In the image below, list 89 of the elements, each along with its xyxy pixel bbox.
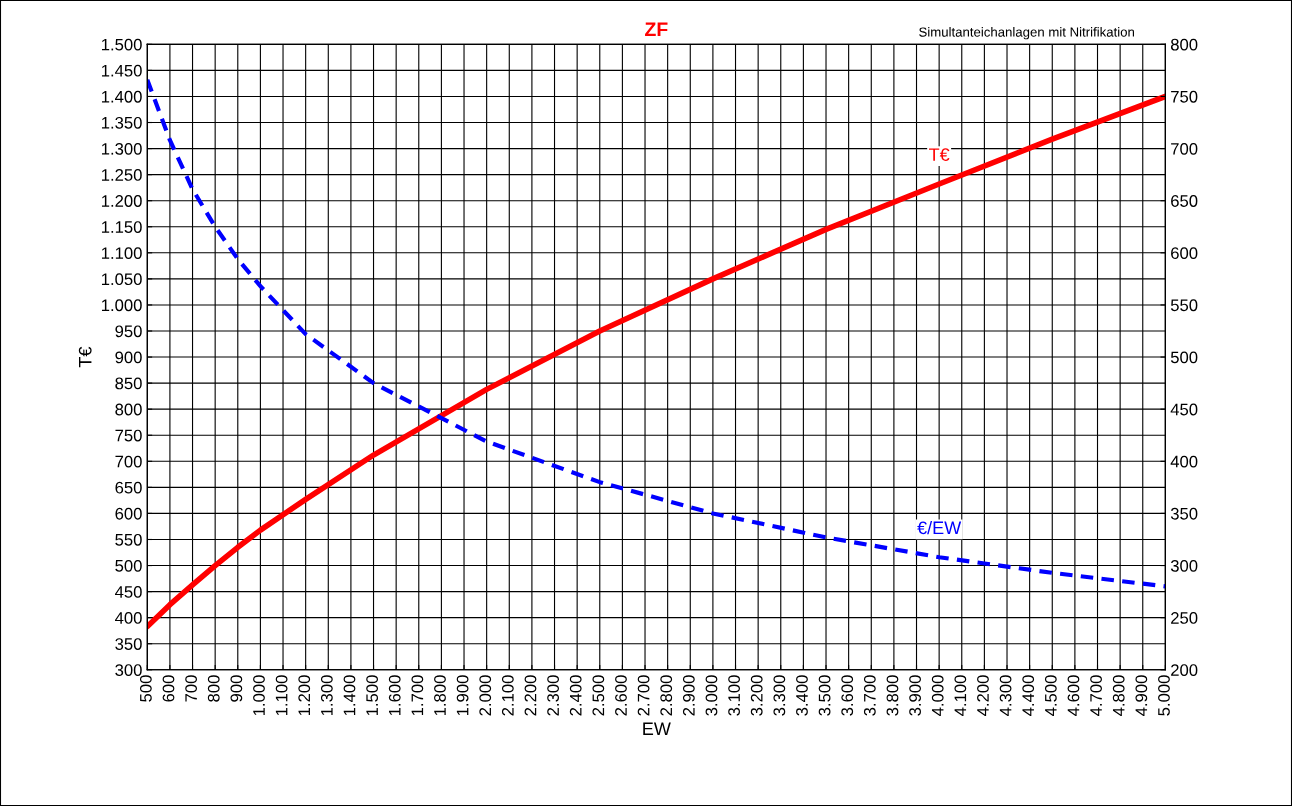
y2-tick-label: 650 bbox=[1171, 195, 1198, 207]
y2-tick-label: 750 bbox=[1171, 90, 1198, 103]
y2-tick-label: 800 bbox=[1170, 38, 1198, 51]
chart-title: ZF bbox=[645, 22, 668, 36]
x-tick-label: 1.800 bbox=[434, 675, 446, 716]
x-tick-label: 2.600 bbox=[615, 675, 627, 716]
y-tick-label: 350 bbox=[115, 638, 142, 650]
x-tick-label: 3.400 bbox=[796, 675, 808, 716]
x-tick-label: 1.400 bbox=[343, 675, 356, 716]
y2-tick-label: 700 bbox=[1171, 142, 1198, 155]
x-tick-label: 5.000 bbox=[1158, 675, 1170, 716]
y-tick-label: 850 bbox=[115, 377, 142, 390]
x-tick-label: 1.000 bbox=[253, 675, 265, 716]
x-tick-label: 2.800 bbox=[660, 675, 673, 716]
x-tick-label: 2.500 bbox=[592, 675, 605, 716]
x-tick-label: 1.900 bbox=[456, 675, 469, 716]
x-tick-label: 1.600 bbox=[388, 675, 401, 716]
y-tick-label: 550 bbox=[115, 533, 142, 546]
x-tick-label: 3.300 bbox=[773, 675, 786, 716]
y-tick-label: 1.100 bbox=[101, 247, 142, 260]
x-tick-label: 3.700 bbox=[863, 675, 876, 716]
y2-tick-label: 250 bbox=[1171, 612, 1198, 624]
x-axis-title: EW bbox=[643, 722, 671, 735]
x-tick-label: 4.000 bbox=[931, 675, 944, 716]
x-tick-label: 4.400 bbox=[1022, 675, 1035, 716]
x-tick-label: 4.200 bbox=[977, 675, 989, 716]
y2-tick-label: 450 bbox=[1170, 403, 1198, 416]
y-tick-label: 1.450 bbox=[101, 64, 142, 77]
x-tick-label: 4.900 bbox=[1135, 675, 1148, 716]
series-label: €/EW bbox=[917, 520, 962, 535]
x-tick-label: 2.400 bbox=[569, 675, 582, 716]
x-tick-label: 3.200 bbox=[750, 675, 763, 716]
y2-tick-label: 600 bbox=[1171, 247, 1198, 260]
y2-tick-label: 350 bbox=[1170, 507, 1198, 520]
y-tick-label: 700 bbox=[115, 455, 142, 468]
y-tick-label: 800 bbox=[115, 403, 142, 416]
x-tick-label: 2.000 bbox=[479, 675, 492, 716]
x-tick-label: 1.100 bbox=[275, 675, 288, 716]
x-tick-label: 3.800 bbox=[886, 675, 899, 716]
y-tick-label: 950 bbox=[115, 325, 142, 338]
y-tick-label: 1.050 bbox=[101, 273, 142, 286]
y-tick-label: 1.200 bbox=[101, 195, 142, 207]
x-tick-label: 2.900 bbox=[682, 675, 695, 716]
y-tick-label: 1.400 bbox=[101, 90, 142, 103]
x-tick-label: 4.700 bbox=[1090, 675, 1102, 716]
x-tick-label: 1.200 bbox=[298, 675, 311, 716]
x-tick-label: 3.900 bbox=[909, 675, 921, 716]
x-tick-label: 3.000 bbox=[705, 675, 718, 716]
x-tick-label: 2.700 bbox=[637, 675, 650, 716]
y-tick-label: 1.300 bbox=[101, 142, 142, 155]
x-tick-label: 1.300 bbox=[320, 675, 333, 716]
x-tick-label: 1.500 bbox=[366, 675, 379, 716]
x-tick-label: 4.100 bbox=[954, 675, 967, 716]
y-tick-label: 1.150 bbox=[101, 221, 142, 233]
y2-tick-label: 200 bbox=[1171, 664, 1198, 676]
x-tick-label: 700 bbox=[185, 675, 198, 702]
x-tick-label: 4.800 bbox=[1112, 675, 1125, 716]
x-tick-label: 3.100 bbox=[728, 675, 740, 716]
x-tick-label: 800 bbox=[207, 675, 220, 702]
y2-tick-label: 400 bbox=[1170, 455, 1198, 468]
y-tick-label: 1.250 bbox=[101, 169, 142, 181]
x-tick-label: 4.300 bbox=[999, 675, 1012, 716]
x-tick-label: 3.500 bbox=[818, 675, 831, 716]
y2-tick-label: 550 bbox=[1170, 299, 1198, 312]
chart-subtitle: Simultanteichanlagen mit Nitrifikation bbox=[919, 27, 1134, 40]
y-tick-label: 900 bbox=[115, 351, 142, 364]
x-tick-label: 4.600 bbox=[1067, 675, 1080, 716]
x-tick-label: 3.600 bbox=[841, 675, 854, 716]
y-tick-label: 1.500 bbox=[101, 38, 142, 51]
y-tick-label: 450 bbox=[115, 586, 142, 598]
y2-tick-label: 300 bbox=[1170, 559, 1198, 572]
x-tick-label: 2.300 bbox=[547, 675, 559, 716]
x-tick-label: 4.500 bbox=[1044, 675, 1057, 716]
y-tick-label: 400 bbox=[115, 612, 142, 624]
series-label: T€ bbox=[929, 148, 950, 161]
y-tick-label: 650 bbox=[115, 481, 142, 494]
y-tick-label: 1.350 bbox=[101, 116, 142, 129]
x-tick-label: 900 bbox=[230, 675, 243, 702]
x-tick-label: 1.700 bbox=[411, 675, 424, 716]
y-tick-label: 600 bbox=[115, 507, 142, 520]
x-tick-label: 600 bbox=[162, 675, 175, 702]
y-tick-label: 300 bbox=[115, 664, 142, 676]
y-axis-title: T€ bbox=[78, 346, 92, 368]
x-tick-label: 2.100 bbox=[501, 675, 514, 716]
y2-tick-label: 500 bbox=[1170, 351, 1198, 364]
y-tick-label: 500 bbox=[115, 559, 142, 572]
x-tick-label: 2.200 bbox=[524, 675, 537, 716]
y-tick-label: 750 bbox=[115, 429, 142, 442]
y-tick-label: 1.000 bbox=[101, 299, 142, 312]
